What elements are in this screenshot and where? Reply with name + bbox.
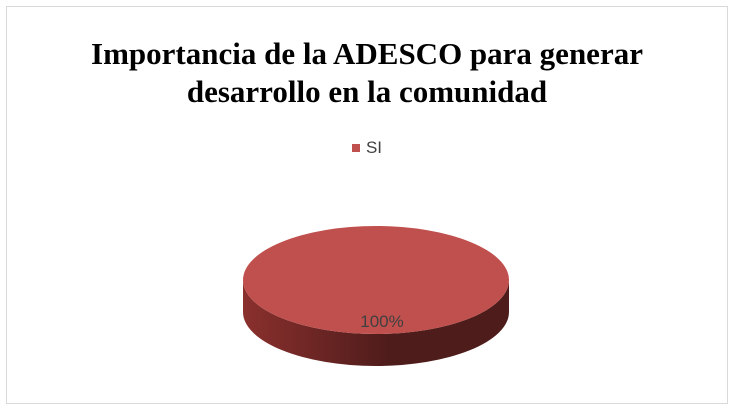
chart-title-line-1: Importancia de la ADESCO para generar xyxy=(91,36,643,71)
chart-title-line-2: desarrollo en la comunidad xyxy=(186,74,548,109)
legend-swatch-si xyxy=(351,144,360,152)
pie-slice-side-si xyxy=(243,280,509,366)
legend-entry-si: SI xyxy=(351,138,383,158)
data-label-si: 100% xyxy=(360,312,403,331)
chart-title: Importancia de la ADESCO para generar de… xyxy=(7,35,727,111)
pie-slice-si xyxy=(243,226,509,334)
pie-chart: 100% xyxy=(243,226,509,366)
chart-legend: SI xyxy=(7,137,727,158)
legend-label-si: SI xyxy=(365,138,383,157)
chart-area: Importancia de la ADESCO para generar de… xyxy=(6,6,728,404)
